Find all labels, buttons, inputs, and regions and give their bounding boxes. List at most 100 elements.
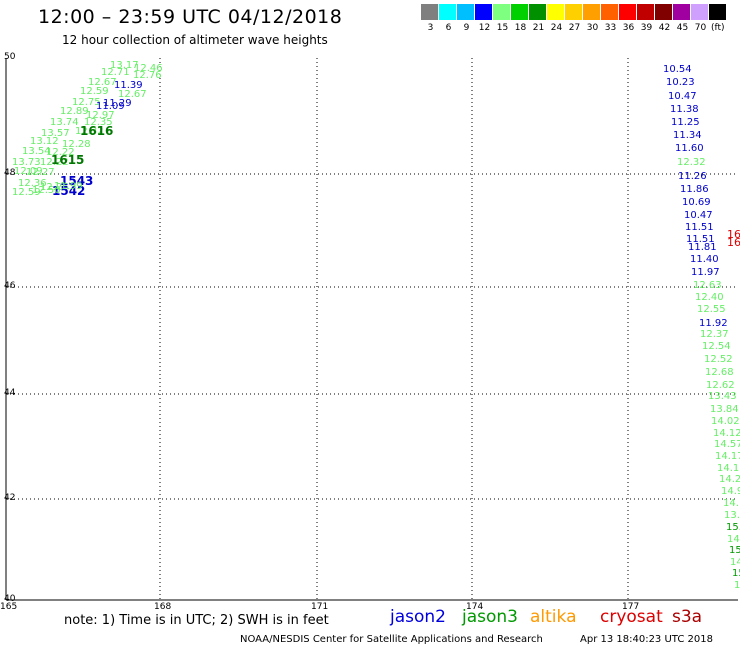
swh-label: 12.09: [14, 166, 43, 177]
legend-swatch: [493, 4, 510, 20]
swh-label: 16: [727, 236, 740, 249]
legend-tick-label: 39: [640, 23, 653, 33]
latitude-label: 42: [4, 493, 16, 503]
swh-label: 15.: [726, 522, 740, 533]
swh-label: 11.34: [673, 130, 702, 141]
swh-label: 11.86: [680, 184, 709, 195]
swh-label: 12.32: [75, 126, 104, 137]
swh-label: 13.54: [22, 146, 51, 157]
swh-label: 1542: [52, 184, 85, 198]
swh-label: 13.74: [50, 117, 79, 128]
credit-text: NOAA/NESDIS Center for Satellite Applica…: [240, 634, 543, 645]
legend-tick-label: 9: [463, 23, 470, 33]
longitude-label: 171: [311, 602, 329, 612]
swh-label: 1616: [80, 124, 113, 138]
swh-label: 12.97: [86, 110, 115, 121]
legend-tick-label: 30: [586, 23, 599, 33]
swh-label: 11.40: [690, 254, 719, 265]
swh-label: 12.59: [80, 86, 109, 97]
swh-label: 12.46: [134, 63, 163, 74]
swh-label: 11.39: [114, 80, 143, 91]
swh-label: 11.09: [96, 101, 125, 112]
swh-label: 11.51: [686, 234, 715, 245]
swh-label: 14.: [723, 498, 739, 509]
swh-label: 13.12: [30, 136, 59, 147]
swh-label: 12.71: [101, 67, 130, 78]
footer-note: note: 1) Time is in UTC; 2) SWH is in fe…: [64, 613, 329, 628]
swh-label: 12.63: [693, 280, 722, 291]
generated-timestamp: Apr 13 18:40:23 UTC 2018: [580, 634, 713, 645]
swh-label: 12.26: [40, 182, 69, 193]
legend-swatch: [709, 4, 726, 20]
swh-label: 10.23: [666, 77, 695, 88]
swh-label: 14.17: [715, 451, 740, 462]
swh-label: 12.40: [695, 292, 724, 303]
longitude-label: 177: [622, 602, 640, 612]
latitude-label: 40: [4, 594, 16, 604]
latitude-label: 48: [4, 168, 16, 178]
swh-label: 11.97: [691, 267, 720, 278]
legend-unit: (ft): [711, 23, 725, 33]
legend-swatch: [673, 4, 690, 20]
swh-label: 13.73: [12, 157, 41, 168]
swh-label: 14.2: [719, 474, 740, 485]
swh-label: 13.57: [41, 128, 70, 139]
satellite-cryosat: cryosat: [600, 607, 663, 627]
legend-swatch: [565, 4, 582, 20]
swh-label: 14.12: [713, 428, 740, 439]
swh-label: 11.99: [54, 181, 83, 192]
swh-label: 13.84: [710, 404, 739, 415]
legend-tick-label: 24: [550, 23, 563, 33]
swh-label: 14.57: [714, 439, 740, 450]
swh-label: 11.60: [675, 143, 704, 154]
legend-swatch: [475, 4, 492, 20]
legend-swatch: [421, 4, 438, 20]
swh-label: 10.54: [663, 64, 692, 75]
swh-label: 13.17: [110, 60, 139, 71]
legend-swatch: [601, 4, 618, 20]
swh-label: 1: [734, 580, 740, 591]
swh-label: 14.9: [721, 486, 740, 497]
swh-label: 12.36: [18, 178, 47, 189]
legend-swatch: [637, 4, 654, 20]
latitude-label: 44: [4, 388, 16, 398]
swh-label: 12.32: [677, 157, 706, 168]
satellite-altika: altika: [530, 607, 577, 627]
swh-label: 13.: [724, 510, 740, 521]
latitude-label: 46: [4, 281, 16, 291]
swh-label: 12.67: [118, 89, 147, 100]
swh-label: 12.68: [705, 367, 734, 378]
legend-tick-label: 3: [427, 23, 434, 33]
swh-label: 12.22: [40, 157, 69, 168]
page-title: 12:00 – 23:59 UTC 04/12/2018: [38, 6, 343, 28]
longitude-label: 165: [0, 602, 18, 612]
legend-tick-label: 42: [658, 23, 671, 33]
swh-label: 16: [727, 228, 740, 241]
satellite-jason3: jason3: [462, 607, 518, 627]
swh-label: 15: [729, 545, 740, 556]
swh-label: 14: [727, 534, 740, 545]
legend-swatch: [529, 4, 546, 20]
swh-label: 12.54: [702, 341, 731, 352]
legend-tick-label: 18: [514, 23, 527, 33]
legend-tick-label: 36: [622, 23, 635, 33]
longitude-label: 174: [466, 602, 484, 612]
swh-label: 12.28: [62, 139, 91, 150]
swh-label: 14.1: [717, 463, 739, 474]
swh-label: 12.89: [60, 106, 89, 117]
swh-label: 10.47: [668, 91, 697, 102]
swh-label: 11.51: [685, 222, 714, 233]
legend-swatch: [583, 4, 600, 20]
swh-label: 12.27: [26, 167, 55, 178]
swh-label: 14: [730, 557, 740, 568]
swh-label: 12.50: [32, 185, 61, 196]
satellite-jason2: jason2: [390, 607, 446, 627]
swh-label: 12.76: [133, 70, 162, 81]
satellite-s3a: s3a: [672, 607, 703, 627]
legend-swatch: [619, 4, 636, 20]
swh-label: 12.37: [700, 329, 729, 340]
legend-swatch: [457, 4, 474, 20]
swh-label: 12.67: [88, 77, 117, 88]
swh-label: 11.38: [670, 104, 699, 115]
